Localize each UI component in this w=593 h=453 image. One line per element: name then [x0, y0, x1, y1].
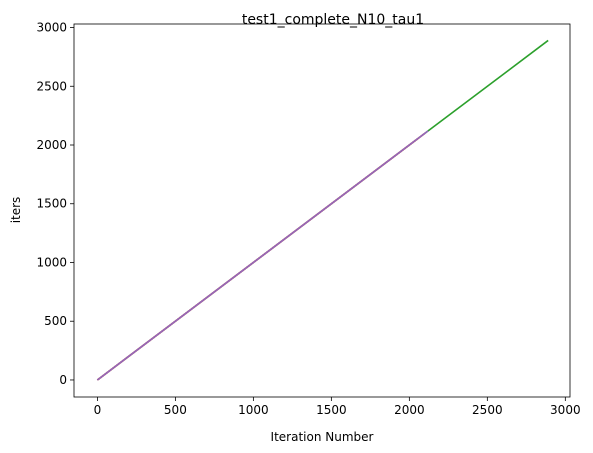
y-tick-label: 500: [44, 314, 67, 328]
x-tick-label: 2000: [394, 403, 425, 417]
y-tick-label: 2000: [36, 138, 67, 152]
y-axis-label: iters: [9, 197, 23, 224]
series-line-5: [96, 130, 429, 381]
y-tick-label: 3000: [36, 21, 67, 35]
y-tick-label: 1000: [36, 255, 67, 269]
x-tick-label: 500: [164, 403, 187, 417]
x-axis-label: Iteration Number: [271, 430, 374, 444]
x-tick-label: 0: [94, 403, 102, 417]
x-tick-label: 2500: [472, 403, 503, 417]
y-tick-label: 0: [59, 373, 67, 387]
plot-area-frame: [73, 23, 571, 398]
chart-title: test1_complete_N10_tau1: [242, 12, 424, 28]
y-tick-label: 2500: [36, 79, 67, 93]
x-tick-label: 1500: [316, 403, 347, 417]
y-tick-label: 1500: [36, 197, 67, 211]
x-tick-label: 3000: [550, 403, 581, 417]
x-tick-label: 1000: [238, 403, 269, 417]
